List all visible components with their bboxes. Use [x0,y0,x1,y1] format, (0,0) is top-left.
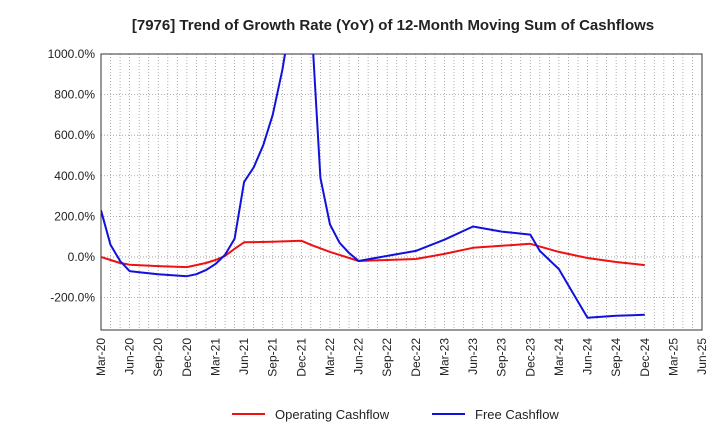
x-tick-label: Dec-21 [294,338,308,377]
y-axis: -200.0% 0.0% 200.0% 400.0% 600.0% 800.0% 1000.… [48,47,96,305]
x-tick-label: Sep-24 [609,338,623,377]
x-tick-label: Sep-20 [151,338,165,377]
x-tick-label: Jun-22 [352,338,366,375]
y-tick-label: 0.0% [68,250,96,264]
x-tick-label: Jun-20 [123,338,137,375]
x-tick-label: Jun-25 [695,338,709,375]
legend-label-1: Free Cashflow [475,407,559,422]
x-tick-label: Dec-20 [180,338,194,377]
chart-title: [7976] Trend of Growth Rate (YoY) of 12-… [132,17,654,34]
plot-area-border [100,53,703,331]
x-tick-label: Mar-23 [437,338,451,376]
x-tick-label: Sep-22 [380,338,394,377]
x-tick-label: Dec-22 [409,338,423,377]
x-tick-label: Jun-21 [237,338,251,375]
x-tick-label: Mar-22 [323,338,337,376]
x-tick-label: Dec-23 [523,338,537,377]
legend: Operating Cashflow Free Cashflow [232,407,559,422]
y-tick-label: 1000.0% [48,47,96,61]
y-tick-label: 200.0% [54,209,95,223]
x-tick-label: Sep-23 [495,338,509,377]
legend-label-0: Operating Cashflow [275,407,390,422]
x-tick-label: Mar-24 [552,338,566,376]
x-tick-label: Sep-21 [266,338,280,377]
series-line-0 [101,239,645,269]
x-tick-label: Mar-25 [666,338,680,376]
x-tick-label: Mar-20 [94,338,108,376]
y-tick-label: 400.0% [54,169,95,183]
y-tick-label: 600.0% [54,128,95,142]
y-tick-label: 800.0% [54,88,95,102]
x-tick-label: Dec-24 [638,338,652,377]
series-layer [101,54,645,319]
x-tick-label: Mar-21 [208,338,222,376]
y-tick-label: -200.0% [50,291,95,305]
grid [101,54,702,330]
x-tick-label: Jun-24 [581,338,595,375]
x-axis: Mar-20 Jun-20 Sep-20 Dec-20 Mar-21 Jun-21 Sep-… [94,338,709,377]
series-line-1 [101,54,645,319]
x-tick-label: Jun-23 [466,338,480,375]
